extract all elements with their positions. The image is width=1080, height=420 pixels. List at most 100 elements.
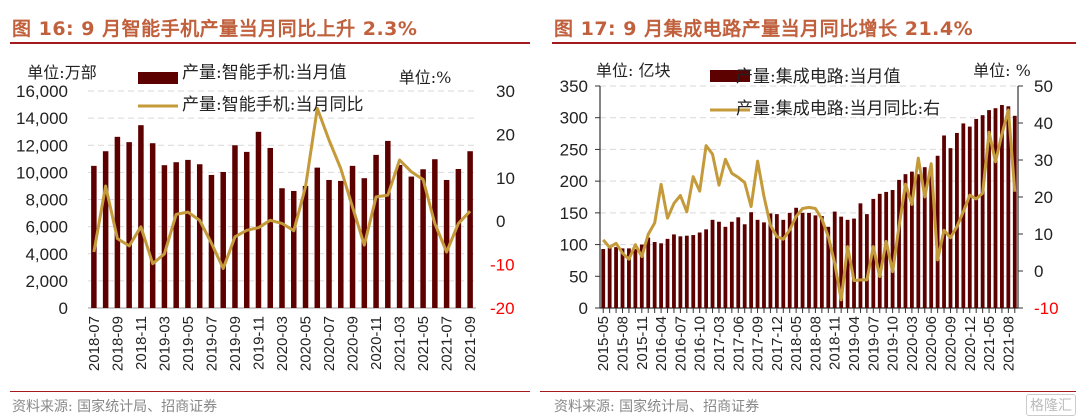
production-bar [813,215,818,308]
production-bar [326,179,332,308]
production-bar [980,115,985,308]
x-axis-tick-label: 2018-05 [788,316,805,371]
production-bar [149,143,156,308]
right-axis-tick-label: 30 [1034,151,1053,170]
x-axis-tick-label: 2018-11 [827,316,844,370]
production-bar [620,248,625,308]
x-axis-tick-label: 2017-12 [769,316,786,371]
x-axis-tick-label: 2021-07 [439,316,456,371]
right-axis-tick-label: -10 [1034,299,1059,318]
production-bar [443,179,450,308]
production-bar [646,237,651,308]
production-bar [196,164,203,308]
production-bar [373,154,379,308]
production-bar [601,249,606,308]
figure-17-panel: 图 17: 9 月集成电路产量当月同比增长 21.4% 0 50 100 150 200… [540,0,1080,420]
right-axis-tick-label: 50 [1034,77,1053,96]
integrated-circuit-production-chart: 0 50 100 150 200 250 300 350 -10 0 10 20 30 40 50 2015-… [560,61,1059,371]
production-bar [1000,105,1004,309]
x-axis-tick-label: 2020-09 [942,316,959,371]
production-bar [974,118,979,309]
figure-16-bottom-rule [10,391,530,392]
production-bar [890,190,895,308]
production-bar [736,217,741,308]
right-axis-tick-label: -10 [490,256,515,275]
production-bar [787,212,792,308]
right-axis-unit-label: 单位: % [973,61,1031,80]
x-axis-tick-label: 2019-03 [156,316,173,371]
x-axis-tick-label: 2018-08 [807,316,824,371]
production-bar [420,169,426,308]
production-bar [279,188,285,308]
left-axis-tick-label: 0 [579,299,588,318]
x-axis-tick-label: 2019-09 [227,316,244,371]
production-bar [909,171,914,308]
legend-bar-swatch [138,72,178,84]
production-bar [338,180,344,308]
left-axis-unit-label: 单位:万部 [27,63,96,82]
left-axis-tick-label: 16,000 [16,82,68,101]
production-bar [742,224,747,308]
production-bar [903,174,908,308]
production-bar [467,151,473,308]
production-bar [948,148,953,308]
production-bar [993,108,998,308]
x-axis-tick-label: 2021-05 [415,316,432,371]
production-bar [267,147,273,308]
production-bar [858,203,863,308]
right-axis-tick-label: 10 [496,169,515,188]
legend-bar-swatch [710,70,750,82]
production-bar [935,155,940,308]
production-bar [220,171,226,308]
production-bar [102,151,109,308]
production-bar [232,145,238,308]
legend-bar-label: 产量:集成电路:当月值 [736,67,900,87]
production-bar [385,140,391,308]
production-bar [91,165,97,308]
right-axis-tick-label: 20 [496,125,515,144]
right-axis-tick-label: 40 [1034,114,1053,133]
production-bar [877,193,882,308]
production-bar [396,164,403,308]
production-bar [627,248,631,308]
production-bar [916,174,921,308]
x-axis-tick-label: 2015-11 [634,316,651,370]
production-bar [755,219,760,308]
right-axis-unit-label: 单位:% [399,68,452,87]
left-axis-tick-label: 350 [560,77,588,96]
production-bar [114,136,121,308]
x-axis-tick-label: 2020-05 [298,316,315,371]
x-axis-tick-label: 2018-11 [133,316,150,370]
production-bar [800,212,805,308]
left-axis-tick-label: 250 [560,140,588,159]
production-bar [955,132,959,308]
legend-line-label: 产量:智能手机:当月同比 [182,95,363,115]
production-bar [432,159,438,308]
x-axis-tick-label: 2019-07 [865,316,882,371]
x-axis-tick-label: 2021-08 [1000,316,1017,371]
production-bar [639,244,644,308]
figure-16-source: 资料来源: 国家统计局、招商证券 [12,399,218,415]
production-bar [774,214,779,308]
x-axis-tick-label: 2019-10 [885,316,902,371]
production-bar [987,110,991,308]
production-bar [691,235,696,308]
production-bar [762,222,766,308]
production-bar [884,191,889,308]
left-axis-tick-label: 2,000 [25,272,68,291]
production-bar [684,235,689,308]
production-bar [408,176,415,308]
x-axis-tick-label: 2019-04 [846,316,863,371]
production-bar [845,219,850,308]
left-axis-tick-label: 14,000 [16,109,68,128]
x-axis-tick-label: 2020-03 [904,316,921,371]
production-bar [455,168,462,308]
left-axis-tick-label: 100 [560,236,588,255]
production-bar [697,232,702,308]
x-axis-tick-label: 2016-04 [653,316,670,371]
right-axis-tick-label: 0 [496,212,505,231]
x-axis-tick-label: 2020-06 [923,316,940,371]
left-axis-tick-label: 300 [560,109,588,128]
production-bar [1006,106,1011,308]
legend-line-label: 产量:集成电路:当月同比:右 [736,99,940,119]
